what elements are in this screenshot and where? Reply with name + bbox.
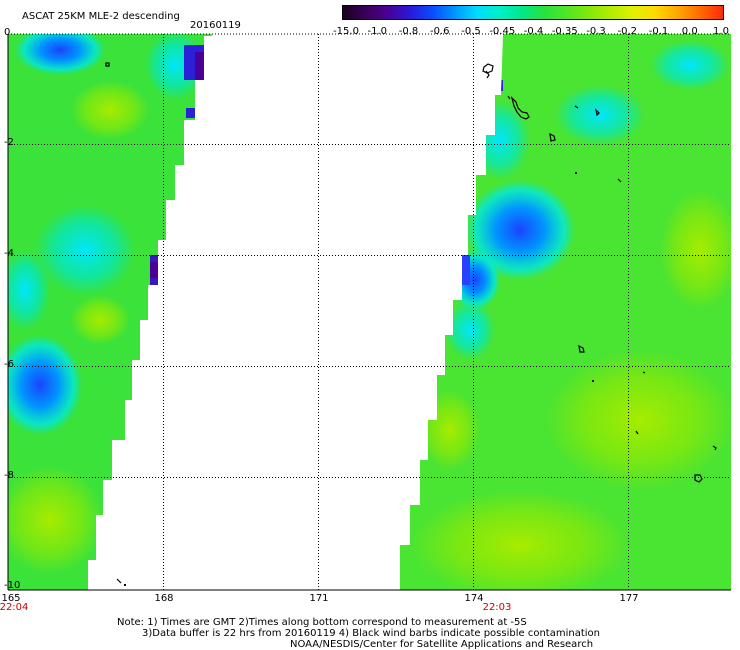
- color-scale-label: -0.8: [398, 26, 419, 37]
- contamination-marks: [124, 172, 594, 586]
- note-line-3: NOAA/NESDIS/Center for Satellite Applica…: [290, 639, 594, 650]
- lat-label-4s: -4: [4, 248, 14, 259]
- color-scale-label: -15.0: [333, 26, 359, 37]
- lon-label-168: 168: [154, 593, 174, 604]
- lon-label-165: 165: [1, 593, 21, 604]
- east-swath: [400, 34, 731, 590]
- color-scale-label: -0.6: [429, 26, 450, 37]
- lon-label-177: 177: [619, 593, 639, 604]
- color-scale-label: -0.5: [461, 26, 481, 37]
- lat-label-10s: -10: [4, 580, 21, 591]
- color-scale-label: -0.45: [489, 26, 516, 37]
- lat-label-2s: -2: [4, 137, 14, 148]
- note-line-1: Note: 1) Times are GMT 2)Times along bot…: [117, 617, 527, 628]
- graticule: [8, 34, 731, 590]
- lat-label-0: 0: [4, 27, 11, 38]
- island-outlines: [105, 62, 717, 584]
- color-scale-bar: [342, 5, 724, 20]
- lat-label-6s: -6: [4, 359, 14, 370]
- color-scale-label: -0.35: [551, 26, 578, 37]
- color-scale-label: -0.4: [523, 26, 544, 37]
- color-scale-label: -1.0: [367, 26, 388, 37]
- lon-label-174: 174: [464, 593, 484, 604]
- west-swath: [8, 34, 212, 590]
- color-scale-label: -0.1: [648, 26, 669, 37]
- color-scale-label: -0.2: [617, 26, 638, 37]
- map-frame: [7, 33, 731, 591]
- color-scale-label: -0.3: [586, 26, 606, 37]
- note-line-2: 3)Data buffer is 22 hrs from 20160119 4)…: [142, 628, 600, 639]
- lat-label-8s: -8: [4, 470, 14, 481]
- color-scale-label: 1.0: [713, 26, 729, 37]
- color-scale-label: 0.0: [681, 26, 698, 37]
- chart-title: ASCAT 25KM MLE-2 descending: [22, 11, 180, 22]
- chart-date: 20160119: [190, 20, 241, 31]
- pass-time-east: 22:03: [482, 602, 512, 613]
- lon-label-171: 171: [309, 593, 329, 604]
- pass-time-west: 22:04: [0, 602, 29, 613]
